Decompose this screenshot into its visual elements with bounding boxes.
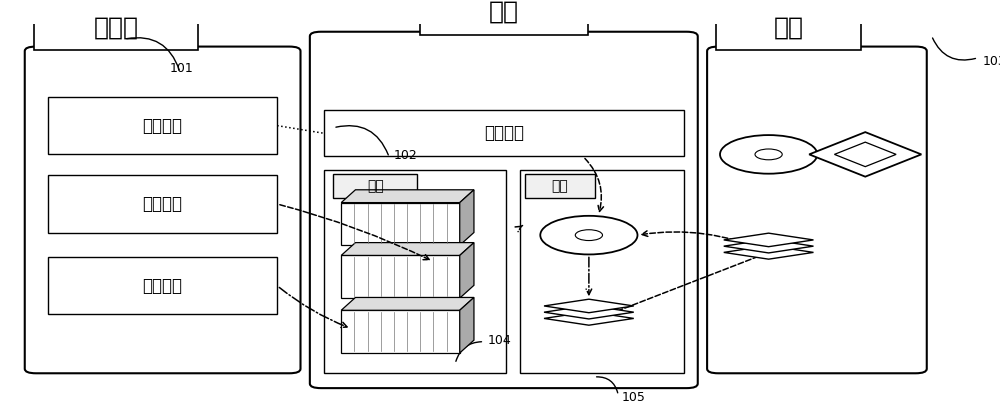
- Polygon shape: [809, 132, 921, 177]
- Text: 镜像: 镜像: [552, 179, 568, 193]
- Text: 运行容器: 运行容器: [143, 277, 183, 295]
- Polygon shape: [460, 190, 474, 245]
- Polygon shape: [341, 256, 460, 298]
- Polygon shape: [341, 297, 474, 310]
- Circle shape: [540, 216, 637, 254]
- FancyBboxPatch shape: [25, 47, 300, 373]
- FancyBboxPatch shape: [310, 32, 698, 388]
- Text: 102: 102: [394, 149, 418, 162]
- Bar: [716, 6, 861, 50]
- Polygon shape: [544, 312, 634, 325]
- Polygon shape: [460, 243, 474, 298]
- Polygon shape: [460, 297, 474, 353]
- Text: 拉取镜像: 拉取镜像: [143, 195, 183, 213]
- Bar: [420, 0, 588, 36]
- Polygon shape: [544, 305, 634, 319]
- Text: 101: 101: [170, 62, 193, 75]
- Text: 103: 103: [983, 55, 1000, 68]
- Bar: [324, 170, 506, 373]
- Polygon shape: [724, 233, 813, 247]
- FancyBboxPatch shape: [707, 47, 927, 373]
- Circle shape: [720, 135, 817, 174]
- Bar: [324, 110, 684, 156]
- Bar: [333, 174, 417, 198]
- Text: 客户端: 客户端: [93, 16, 138, 40]
- Text: 守护进程: 守护进程: [484, 124, 524, 142]
- Circle shape: [575, 230, 602, 241]
- Bar: [48, 175, 277, 233]
- Text: 构建镜像: 构建镜像: [143, 117, 183, 134]
- Text: 主机: 主机: [489, 0, 519, 23]
- Polygon shape: [341, 190, 474, 202]
- Polygon shape: [724, 245, 813, 259]
- Polygon shape: [341, 243, 474, 256]
- Bar: [34, 6, 198, 50]
- Circle shape: [755, 149, 782, 160]
- Text: 仓库: 仓库: [774, 16, 804, 40]
- Text: 容器: 容器: [367, 179, 384, 193]
- Polygon shape: [341, 202, 460, 245]
- Bar: [48, 97, 277, 154]
- Bar: [48, 257, 277, 314]
- Polygon shape: [724, 239, 813, 253]
- Text: 104: 104: [488, 334, 512, 347]
- Polygon shape: [544, 299, 634, 313]
- Polygon shape: [341, 310, 460, 353]
- Bar: [525, 174, 595, 198]
- Bar: [520, 170, 684, 373]
- Text: 105: 105: [622, 391, 645, 404]
- Polygon shape: [834, 142, 896, 166]
